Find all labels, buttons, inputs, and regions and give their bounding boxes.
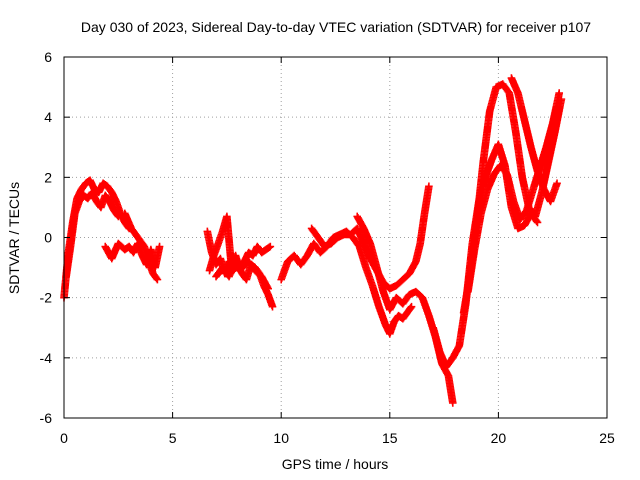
series-arc-b: [62, 188, 123, 281]
axis-ticks: [63, 56, 608, 419]
series-arc-h: [277, 227, 416, 338]
series-arc-n: [507, 74, 561, 206]
y-tick-label: -6: [40, 410, 53, 426]
x-tick-label: 5: [169, 430, 177, 446]
x-tick-label: 0: [60, 430, 68, 446]
data-point: [553, 179, 561, 188]
data-point: [407, 302, 416, 311]
tick-labels: 0 5 10 15 20 25 -6 -4 -2 0 2 4 6: [40, 49, 615, 446]
y-axis-label: SDTVAR / TECUs: [6, 182, 22, 294]
data-point: [264, 284, 272, 293]
data-point: [114, 212, 123, 221]
data-point: [448, 399, 457, 407]
series-arc-g: [212, 254, 272, 293]
x-tick-label: 15: [382, 430, 398, 446]
y-tick-label: 0: [44, 230, 52, 246]
data-point: [153, 275, 162, 284]
series-arc-d: [121, 209, 162, 284]
chart-title: Day 030 of 2023, Sidereal Day-to-day VTE…: [81, 19, 591, 35]
x-axis-label: GPS time / hours: [282, 456, 389, 472]
series-arc-j: [353, 212, 457, 407]
data-point: [425, 182, 433, 191]
y-tick-label: 4: [44, 109, 52, 125]
data-points: [60, 74, 566, 407]
x-tick-label: 25: [599, 430, 615, 446]
data-point: [268, 302, 277, 311]
data-point: [155, 242, 164, 251]
y-tick-label: -4: [40, 350, 53, 366]
x-tick-label: 20: [491, 430, 507, 446]
data-point: [266, 242, 275, 251]
x-tick-label: 10: [273, 430, 289, 446]
y-tick-label: 2: [44, 169, 52, 185]
y-tick-label: 6: [44, 49, 52, 65]
data-point: [533, 218, 542, 227]
y-tick-label: -2: [40, 290, 53, 306]
series-arc-m: [464, 89, 564, 296]
data-point: [555, 89, 564, 97]
